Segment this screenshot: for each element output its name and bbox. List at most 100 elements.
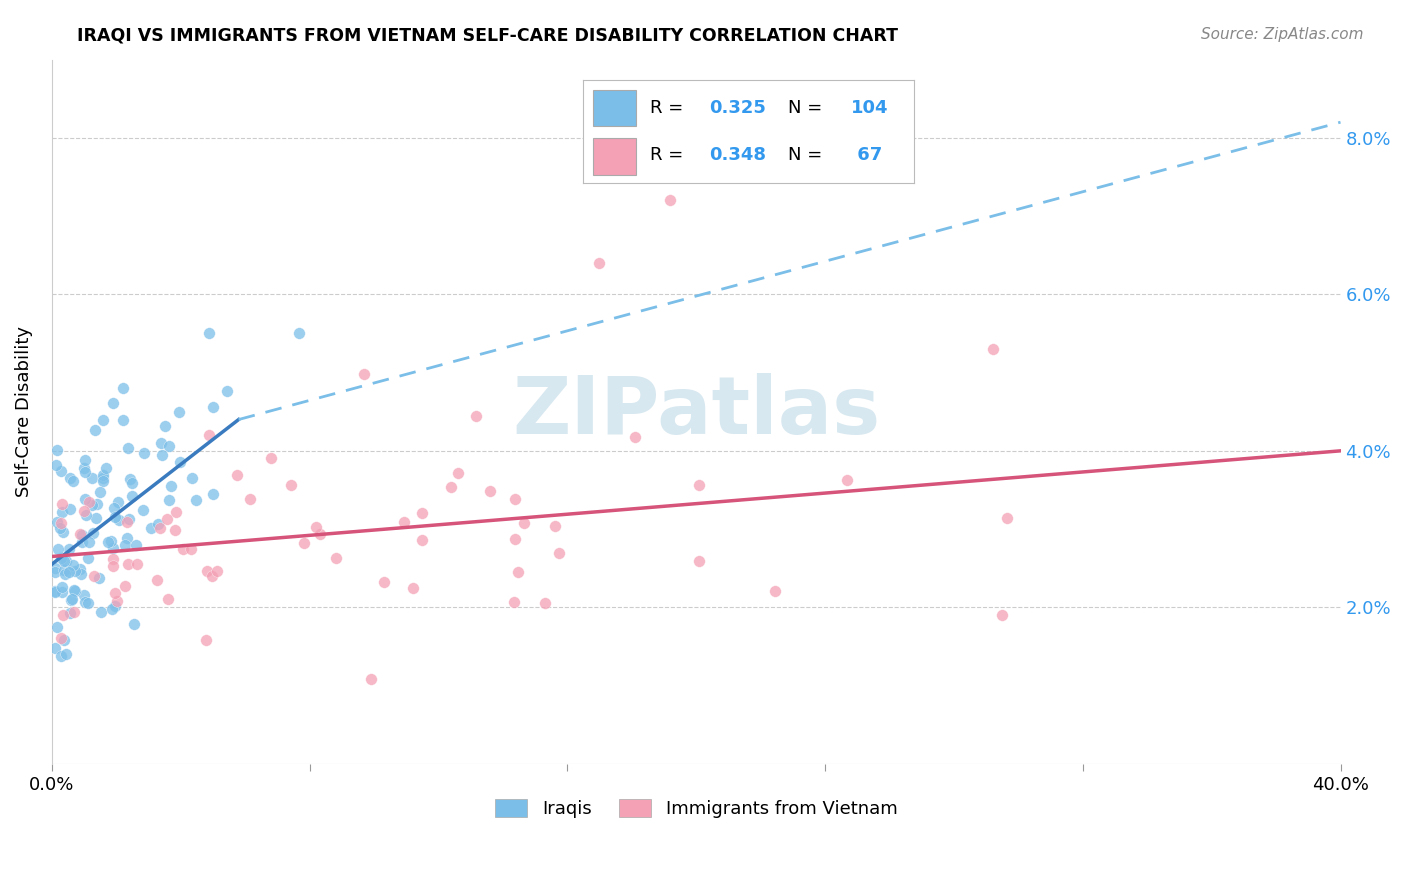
Point — [59, 502, 82, 516]
Point — [104, 510, 127, 524]
Text: N =: N = — [789, 146, 828, 164]
FancyBboxPatch shape — [593, 89, 637, 127]
Point — [588, 256, 610, 270]
Point — [44, 583, 66, 598]
Point — [201, 568, 224, 582]
Point — [506, 565, 529, 579]
Point — [62, 558, 84, 572]
Point — [96, 461, 118, 475]
Point — [205, 564, 228, 578]
Point — [353, 367, 375, 381]
Point — [118, 472, 141, 486]
Point — [503, 532, 526, 546]
Text: 0.325: 0.325 — [709, 99, 766, 117]
Point — [103, 396, 125, 410]
Point — [48, 521, 70, 535]
Point — [63, 564, 86, 578]
Point — [835, 473, 858, 487]
Point — [411, 507, 433, 521]
Point — [141, 521, 163, 535]
Point — [101, 541, 124, 555]
Point — [72, 528, 94, 542]
Point — [181, 471, 204, 485]
Point — [991, 608, 1014, 623]
Point — [51, 550, 73, 565]
Point — [503, 492, 526, 507]
Text: Source: ZipAtlas.com: Source: ZipAtlas.com — [1201, 27, 1364, 42]
Point — [72, 503, 94, 517]
Point — [325, 550, 347, 565]
Point — [167, 404, 190, 418]
Point — [105, 593, 128, 607]
Point — [446, 466, 468, 480]
Point — [63, 605, 86, 619]
Point — [464, 409, 486, 423]
Point — [100, 533, 122, 548]
Point — [132, 503, 155, 517]
Point — [104, 599, 127, 613]
Point — [411, 533, 433, 548]
Point — [69, 527, 91, 541]
Point — [150, 448, 173, 462]
Point — [82, 470, 104, 484]
Point — [127, 558, 149, 572]
Point — [121, 475, 143, 490]
Point — [46, 619, 69, 633]
Point — [97, 535, 120, 549]
Point — [73, 492, 96, 507]
Point — [91, 413, 114, 427]
Point — [479, 484, 502, 499]
Point — [156, 592, 179, 607]
Point — [62, 474, 84, 488]
Point — [153, 418, 176, 433]
Point — [63, 584, 86, 599]
Point — [172, 542, 194, 557]
Point — [533, 596, 555, 610]
Point — [73, 588, 96, 602]
Point — [103, 500, 125, 515]
Point — [149, 436, 172, 450]
Text: IRAQI VS IMMIGRANTS FROM VIETNAM SELF-CARE DISABILITY CORRELATION CHART: IRAQI VS IMMIGRANTS FROM VIETNAM SELF-CA… — [77, 27, 898, 45]
Point — [688, 478, 710, 492]
Text: 0.348: 0.348 — [709, 146, 766, 164]
Point — [239, 491, 262, 506]
Point — [117, 531, 139, 545]
Point — [52, 563, 75, 577]
Point — [84, 424, 107, 438]
Point — [548, 546, 571, 560]
Point — [51, 631, 73, 645]
Point — [69, 562, 91, 576]
Point — [59, 593, 82, 607]
Point — [121, 489, 143, 503]
Point — [44, 640, 66, 655]
Point — [45, 458, 67, 472]
Point — [156, 512, 179, 526]
Point — [89, 571, 111, 585]
Point — [148, 521, 170, 535]
Point — [763, 583, 786, 598]
Point — [101, 558, 124, 573]
Text: R =: R = — [650, 146, 689, 164]
Point — [623, 430, 645, 444]
Point — [104, 586, 127, 600]
Point — [51, 585, 73, 599]
Point — [91, 467, 114, 482]
Point — [55, 648, 77, 662]
Point — [101, 602, 124, 616]
Point — [77, 596, 100, 610]
Point — [46, 541, 69, 556]
Point — [44, 566, 66, 580]
Point — [125, 538, 148, 552]
Point — [373, 574, 395, 589]
Point — [146, 573, 169, 587]
Point — [86, 497, 108, 511]
Point — [59, 607, 82, 621]
Point — [45, 515, 67, 529]
Point — [134, 446, 156, 460]
Point — [169, 455, 191, 469]
Point — [114, 579, 136, 593]
Point — [58, 565, 80, 579]
Point — [394, 515, 416, 529]
Point — [73, 460, 96, 475]
Point — [225, 468, 247, 483]
